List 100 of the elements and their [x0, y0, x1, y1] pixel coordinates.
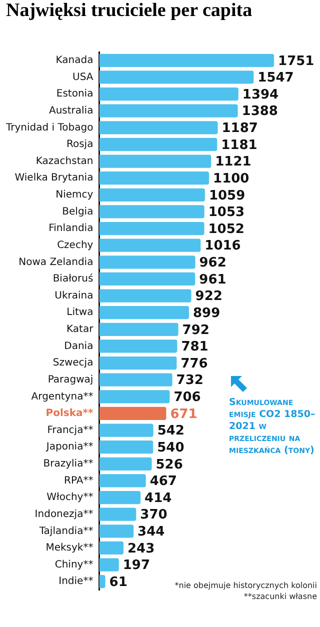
bar — [99, 205, 204, 218]
data-label: 1016 — [204, 238, 241, 254]
bar — [99, 154, 212, 168]
y-tick-label: Włochy** — [46, 492, 94, 504]
data-label: 414 — [144, 490, 172, 506]
y-tick-label: Paragwaj — [48, 374, 94, 386]
y-tick-label: Australia — [48, 105, 94, 116]
data-label: 1181 — [221, 138, 258, 153]
y-tick-label: Litwa — [66, 307, 94, 318]
data-label: 781 — [181, 340, 208, 355]
bar — [99, 104, 238, 118]
y-tick-label: Kanada — [56, 55, 94, 66]
data-label: 962 — [199, 256, 226, 271]
bar — [99, 508, 136, 521]
bar — [99, 188, 205, 202]
y-tick-label: Szwecja — [52, 358, 94, 369]
bar — [99, 406, 166, 420]
data-label: 526 — [156, 457, 183, 472]
y-tick-label: Wielka Brytania — [14, 172, 94, 184]
data-label: 61 — [109, 574, 128, 590]
data-label: 922 — [195, 289, 222, 304]
data-label: 776 — [180, 356, 208, 372]
data-label: 1059 — [208, 188, 246, 204]
data-label: 1394 — [242, 87, 279, 102]
y-tick-label: Japonia** — [45, 442, 94, 453]
data-label: 197 — [122, 558, 150, 574]
y-tick-label: Ukraina — [54, 290, 94, 302]
data-label: 1751 — [278, 54, 314, 69]
y-tick-label: Indie** — [58, 576, 94, 588]
annotation: Skumulowane emisje CO2 1850–2021 w przeliczeniu na mieszkańca (tony) — [229, 397, 316, 457]
text: **szacunki własne — [242, 591, 317, 602]
y-tick-label: Estonia — [56, 88, 94, 100]
bar — [99, 222, 204, 236]
data-label: 1547 — [258, 70, 294, 86]
bar — [99, 172, 210, 185]
data-label: 370 — [140, 508, 168, 523]
bar — [99, 356, 177, 370]
bar — [99, 87, 238, 101]
bar — [99, 256, 196, 269]
bar — [99, 390, 170, 404]
y-tick-label: Finlandia — [48, 223, 94, 234]
y-tick-label: Chiny** — [54, 559, 94, 570]
data-label: 542 — [157, 424, 184, 439]
bar — [99, 490, 141, 504]
data-label: 344 — [138, 524, 165, 540]
y-tick-label: Argentyna** — [31, 391, 94, 402]
data-label: 706 — [174, 390, 201, 406]
bar — [99, 474, 146, 488]
y-tick-label: Nowa Zelandia — [18, 256, 94, 268]
annotation: *nie obejmuje historycznych kolonii — [174, 580, 317, 591]
data-label: 899 — [192, 306, 220, 321]
bar — [99, 289, 192, 302]
y-tick-label: Francja** — [47, 424, 94, 436]
data-label: 1187 — [222, 121, 258, 136]
y-tick-label: Tajlandia** — [38, 526, 94, 537]
data-label: 243 — [127, 541, 155, 556]
bar — [99, 54, 274, 67]
bar — [99, 121, 218, 134]
data-label: 1100 — [213, 171, 250, 186]
y-tick-label: Polska** — [46, 408, 94, 420]
data-label: 1053 — [208, 205, 245, 220]
data-label: 671 — [170, 406, 198, 422]
data-label: 540 — [157, 440, 184, 456]
y-tick-label: Kazachstan — [36, 156, 94, 167]
data-label: 961 — [199, 272, 226, 288]
bar — [99, 373, 172, 386]
y-tick-label: Indonezja** — [34, 508, 94, 520]
y-tick-label: Dania — [64, 340, 94, 352]
bar — [99, 440, 154, 454]
bar — [99, 138, 218, 152]
bar — [99, 575, 106, 588]
y-tick-label: Meksyk** — [46, 542, 94, 554]
bar — [99, 424, 154, 437]
y-tick-label: Trynidad i Tobago — [4, 122, 94, 134]
data-label: 1121 — [215, 154, 252, 170]
y-tick-label: Czechy — [57, 240, 94, 251]
bar — [99, 524, 134, 538]
y-tick-label: Brazylia** — [43, 458, 94, 470]
bar — [99, 457, 152, 470]
data-label: 1052 — [208, 222, 244, 237]
bar — [99, 322, 178, 336]
y-tick-label: Belgia — [62, 206, 94, 218]
bar — [99, 70, 254, 84]
chart-title: Najwięksi truciciele per capita — [6, 0, 252, 22]
data-label: 792 — [182, 322, 210, 338]
data-label: 1388 — [242, 104, 278, 120]
bar — [99, 340, 178, 353]
y-tick-label: Katar — [66, 324, 94, 335]
y-tick-label: RPA** — [64, 475, 94, 486]
y-tick-label: Niemcy — [56, 190, 94, 200]
y-tick-label: USA — [72, 72, 94, 83]
bar — [99, 238, 201, 252]
data-label: 467 — [150, 474, 177, 490]
bar — [99, 272, 196, 286]
y-tick-label: Białoruś — [52, 272, 94, 285]
y-tick-label: Rosja — [66, 139, 94, 150]
bar — [99, 541, 124, 555]
data-label: 732 — [176, 373, 204, 388]
bar — [99, 306, 189, 320]
bar — [99, 558, 119, 572]
